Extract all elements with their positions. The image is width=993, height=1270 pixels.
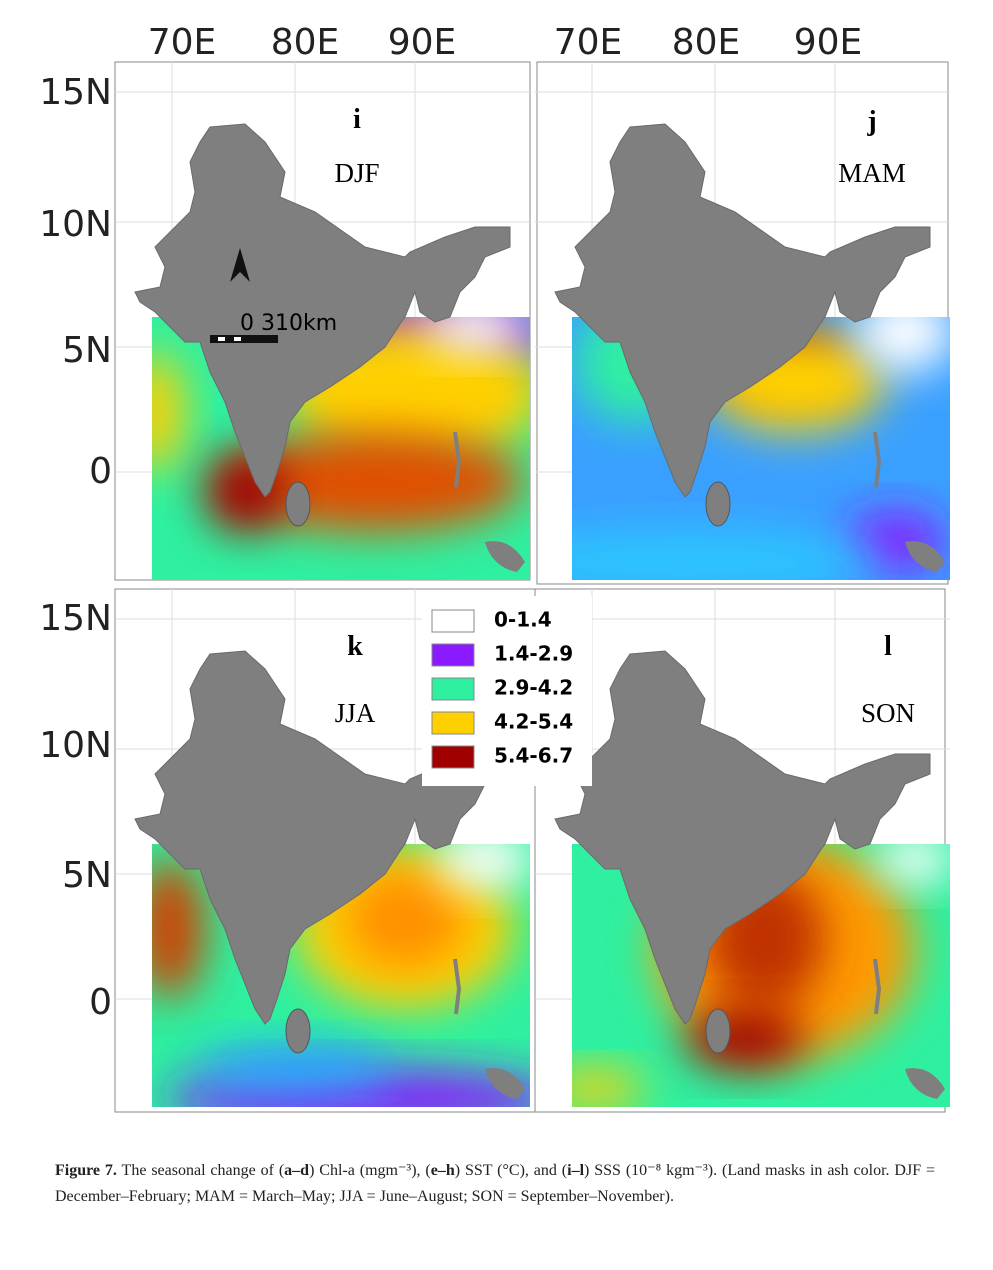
season-label: MAM: [838, 158, 906, 188]
sea-blob: [855, 317, 950, 372]
legend-label: 4.2-5.4: [494, 710, 573, 734]
caption: Figure 7. The seasonal change of (a–d) C…: [55, 1158, 935, 1210]
panel-letter: l: [884, 631, 892, 662]
scale-label: 0 310km: [240, 311, 337, 336]
sea-blob: [572, 1069, 645, 1107]
legend-label: 1.4-2.9: [494, 642, 573, 666]
legend-swatch: [431, 643, 475, 667]
lat-label: 15N: [39, 598, 112, 639]
caption-run: e–h: [430, 1162, 455, 1179]
legend: 0-1.4 1.4-2.9 2.9-4.2 4.2-5.4 5.4-6.7: [422, 596, 592, 786]
season-label: JJA: [335, 698, 376, 728]
north-arrow: [230, 248, 250, 282]
lon-label: 70E: [554, 22, 623, 63]
caption-run: The seasonal change of (: [116, 1162, 285, 1179]
legend-label: 2.9-4.2: [494, 676, 573, 700]
caption-run: a–d: [284, 1162, 310, 1179]
map: [535, 589, 950, 1107]
panel-letter: k: [347, 631, 363, 662]
lat-label: 15N: [39, 72, 112, 113]
lon-label: 70E: [148, 22, 217, 63]
scale-bar-tick: [234, 337, 241, 341]
map: [115, 62, 530, 580]
lat-label: 0: [89, 982, 112, 1023]
caption-run: Figure 7.: [55, 1162, 117, 1179]
legend-swatch: [431, 677, 475, 701]
sea-blob: [572, 532, 885, 580]
lon-label: 90E: [794, 22, 863, 63]
sea-blob: [152, 859, 205, 999]
season-label: SON: [861, 698, 915, 728]
figure: i DJF j MAM k JJA l SON 70E 80E 90E 70E 80E 90E 15N 10N…: [39, 22, 950, 1113]
sea-field: [572, 844, 950, 1107]
lon-label: 80E: [271, 22, 340, 63]
caption-run: i–l: [567, 1162, 585, 1179]
caption-run: ) SST (°C), and (: [454, 1162, 568, 1179]
lat-label: 5N: [62, 330, 112, 371]
sea-blob: [195, 1044, 395, 1094]
caption-run: ) SSS (10⁻⁸ kgm⁻³). (Land masks in ash c…: [55, 1162, 936, 1205]
legend-label: 5.4-6.7: [494, 744, 573, 768]
lat-label: 10N: [39, 725, 112, 766]
sea-blob: [875, 844, 950, 884]
lat-label: 10N: [39, 204, 112, 245]
sea-blob: [152, 352, 185, 472]
sea-blob: [425, 317, 525, 352]
panel-letter: j: [866, 106, 876, 137]
legend-swatch: [431, 609, 475, 633]
sea-blob: [435, 844, 530, 889]
legend-swatch: [431, 711, 475, 735]
legend-swatch: [431, 745, 475, 769]
lat-label: 0: [89, 451, 112, 492]
lon-label: 90E: [388, 22, 457, 63]
panel-letter: i: [353, 104, 361, 135]
scale-bar-tick: [218, 337, 225, 341]
map: [535, 62, 950, 580]
scale-bar: [210, 335, 278, 343]
caption-run: ) Chl-a (mgm⁻³), (: [309, 1162, 431, 1179]
lon-label: 80E: [672, 22, 741, 63]
legend-label: 0-1.4: [494, 608, 552, 632]
map: [115, 589, 530, 1107]
sea-blob: [345, 869, 465, 969]
season-label: DJF: [334, 158, 379, 188]
sea-blob: [685, 1009, 805, 1069]
lat-label: 5N: [62, 855, 112, 896]
